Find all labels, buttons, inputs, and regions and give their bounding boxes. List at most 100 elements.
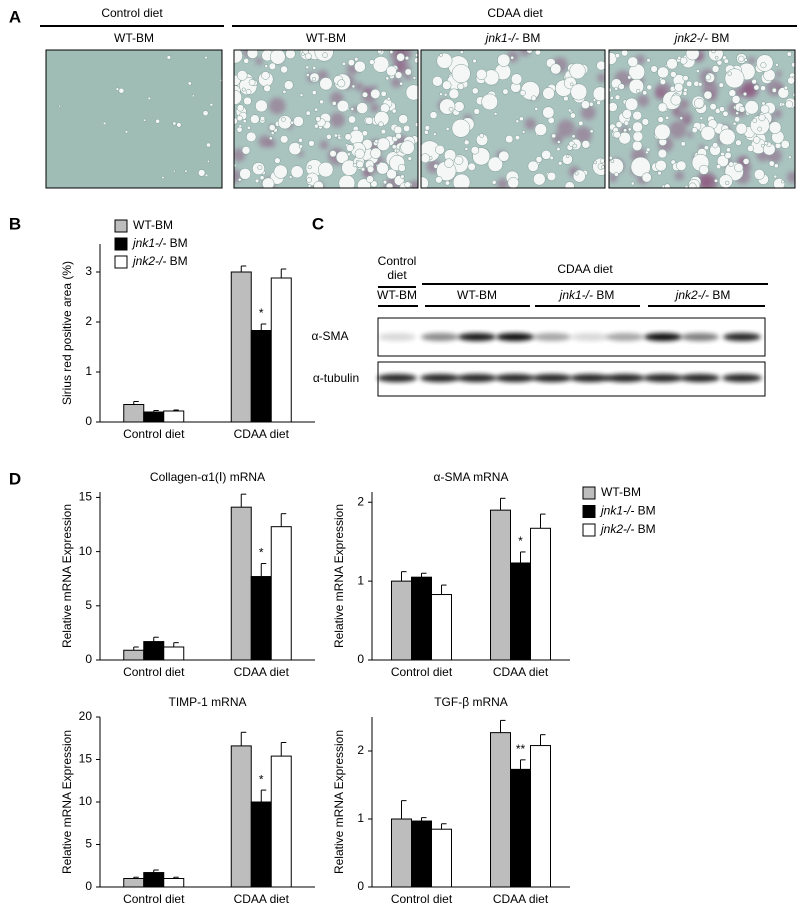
y-tick-label: 1 (357, 573, 364, 587)
vacuole (593, 160, 598, 165)
vacuole (370, 147, 382, 159)
vacuole (454, 101, 465, 112)
vacuole (191, 94, 195, 98)
vacuole (727, 71, 732, 76)
vacuole (657, 66, 669, 79)
vacuole (632, 131, 644, 142)
vacuole (280, 65, 288, 74)
band (377, 374, 417, 382)
vacuole (58, 104, 61, 108)
vacuole (243, 58, 250, 64)
lane-group-label: CDAA diet (557, 262, 613, 276)
fibrosis (266, 138, 276, 148)
vacuole (473, 108, 480, 115)
vacuole (400, 174, 405, 179)
vacuole (596, 100, 601, 106)
band (421, 333, 459, 341)
vacuole (726, 147, 731, 153)
vacuole (305, 65, 310, 70)
vacuole (732, 121, 737, 126)
vacuole (464, 147, 469, 151)
vacuole (679, 116, 683, 120)
vacuole (374, 139, 379, 144)
vacuole (404, 68, 412, 76)
vacuole (698, 164, 709, 175)
vacuole (394, 71, 403, 79)
vacuole (666, 58, 678, 70)
vacuole (735, 111, 739, 115)
vacuole (242, 119, 247, 124)
vacuole (747, 145, 754, 152)
vacuole (697, 82, 703, 87)
x-tick-label: Control diet (123, 427, 185, 441)
vacuole (715, 164, 722, 170)
vacuole (623, 128, 628, 133)
vacuole (757, 126, 763, 132)
micrograph (46, 50, 222, 188)
fibrosis (319, 140, 329, 150)
vacuole (308, 140, 315, 147)
panel-label: C (312, 214, 324, 233)
vacuole (773, 174, 778, 179)
vacuole (589, 129, 594, 134)
vacuole (711, 50, 716, 54)
y-tick-label: 2 (85, 314, 92, 328)
vacuole (198, 169, 206, 177)
vacuole (514, 135, 521, 141)
vacuole (304, 52, 312, 60)
vacuole (618, 83, 625, 90)
legend-label: WT-BM (601, 485, 641, 499)
vacuole (760, 85, 766, 91)
bar (250, 801, 272, 888)
vacuole (574, 171, 579, 176)
bar (391, 580, 412, 661)
image-label: WT-BM (114, 31, 154, 45)
vacuole (306, 73, 310, 77)
vacuole (413, 57, 418, 64)
image-label: jnk2-/- BM (673, 31, 730, 45)
vacuole (534, 107, 539, 111)
vacuole (696, 69, 700, 73)
vacuole (341, 61, 346, 66)
vacuole (744, 100, 759, 115)
vacuole (435, 144, 445, 155)
vacuole (234, 89, 243, 105)
vacuole (403, 124, 411, 132)
y-tick-label: 5 (85, 598, 92, 612)
vacuole (654, 123, 671, 141)
vacuole (463, 139, 470, 146)
fibrosis (637, 94, 650, 107)
band (533, 333, 571, 341)
x-tick-label: CDAA diet (234, 892, 290, 906)
vacuole (734, 163, 744, 173)
fibrosis (668, 120, 687, 139)
vacuole (257, 165, 263, 171)
vacuole (564, 181, 575, 188)
vacuole (557, 140, 561, 144)
vacuole (613, 130, 621, 139)
vacuole (243, 96, 252, 106)
vacuole (454, 155, 464, 165)
vacuole (293, 115, 304, 127)
band (723, 333, 761, 341)
vacuole (412, 76, 417, 80)
vacuole (541, 149, 552, 160)
panel-label: D (9, 469, 21, 488)
vacuole (391, 108, 397, 114)
y-tick-label: 10 (79, 794, 93, 808)
vacuole (395, 148, 400, 153)
vacuole (333, 133, 338, 138)
vacuole (632, 110, 642, 121)
micrograph (609, 50, 795, 188)
image-frame (233, 49, 419, 189)
vacuole (572, 143, 577, 149)
vacuole (630, 156, 651, 177)
row-label: α-SMA (312, 329, 349, 343)
fibrosis (686, 131, 693, 138)
y-axis-label: Relative mRNA Expression (332, 504, 346, 648)
vacuole (719, 106, 725, 113)
vacuole (336, 100, 350, 113)
y-axis-label: Sirius red positive area (%) (60, 261, 74, 405)
fibrosis (786, 171, 795, 184)
vacuole (703, 90, 713, 100)
